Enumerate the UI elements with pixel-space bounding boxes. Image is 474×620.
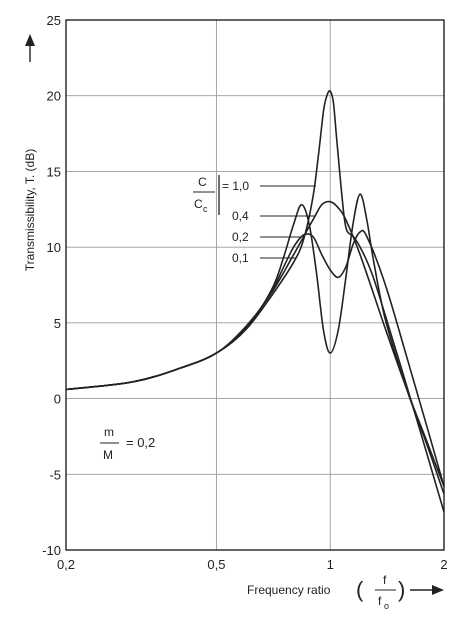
y-tick-label: -5 [49,467,61,482]
x-tick-label: 0,2 [57,557,75,572]
x-tick-label: 2 [440,557,447,572]
series-label-1: = 1,0 [222,179,249,193]
y-axis-arrow-icon [25,34,35,46]
mass-ratio-value: = 0,2 [126,435,155,450]
series-label-2: 0,4 [232,209,249,223]
damping-ratio-annotation: C C c [193,175,220,215]
x-axis-label: Frequency ratio [247,583,331,597]
x-axis-arrow-icon [432,585,444,595]
y-axis-label: Transmissibility, T. (dB) [23,149,37,271]
series-line-3 [65,193,445,495]
x-axis-label-group: Frequency ratio ( f f o ) [247,573,444,611]
series-label-3: 0,2 [232,230,249,244]
y-tick-label: -10 [42,543,61,558]
series-label-4: 0,1 [232,251,249,265]
plot-frame [65,19,445,551]
mass-fraction-denominator: M [103,448,113,462]
mass-fraction-numerator: m [104,425,114,439]
tick-labels: -10 -5 0 5 10 15 20 25 0,2 0,5 1 2 [42,13,447,572]
y-tick-label: 25 [47,13,61,28]
y-tick-label: 15 [47,164,61,179]
damping-fraction-numerator: C [198,175,207,189]
series-line-1 [65,200,445,487]
grid-lines [65,19,445,551]
series-line-4 [65,90,445,513]
x-axis-paren-close: ) [398,577,405,602]
x-tick-label: 0,5 [207,557,225,572]
y-tick-label: 5 [54,316,61,331]
mass-ratio-annotation: m M = 0,2 [100,425,155,462]
y-tick-label: 10 [47,240,61,255]
series-line-2 [65,229,445,487]
x-axis-fraction-denominator-subscript: o [384,601,389,611]
y-tick-label: 20 [47,89,61,104]
damping-fraction-denominator: C [194,197,203,211]
y-axis-label-group: Transmissibility, T. (dB) [23,34,37,271]
y-tick-label: 0 [54,392,61,407]
x-axis-fraction-numerator: f [383,573,387,587]
series-labels: = 1,0 0,4 0,2 0,1 [222,179,316,265]
x-axis-fraction-denominator: f [378,594,382,608]
series-lines [65,90,445,513]
x-tick-label: 1 [327,557,334,572]
damping-fraction-denominator-subscript: c [203,204,208,214]
x-axis-paren-open: ( [356,577,364,602]
